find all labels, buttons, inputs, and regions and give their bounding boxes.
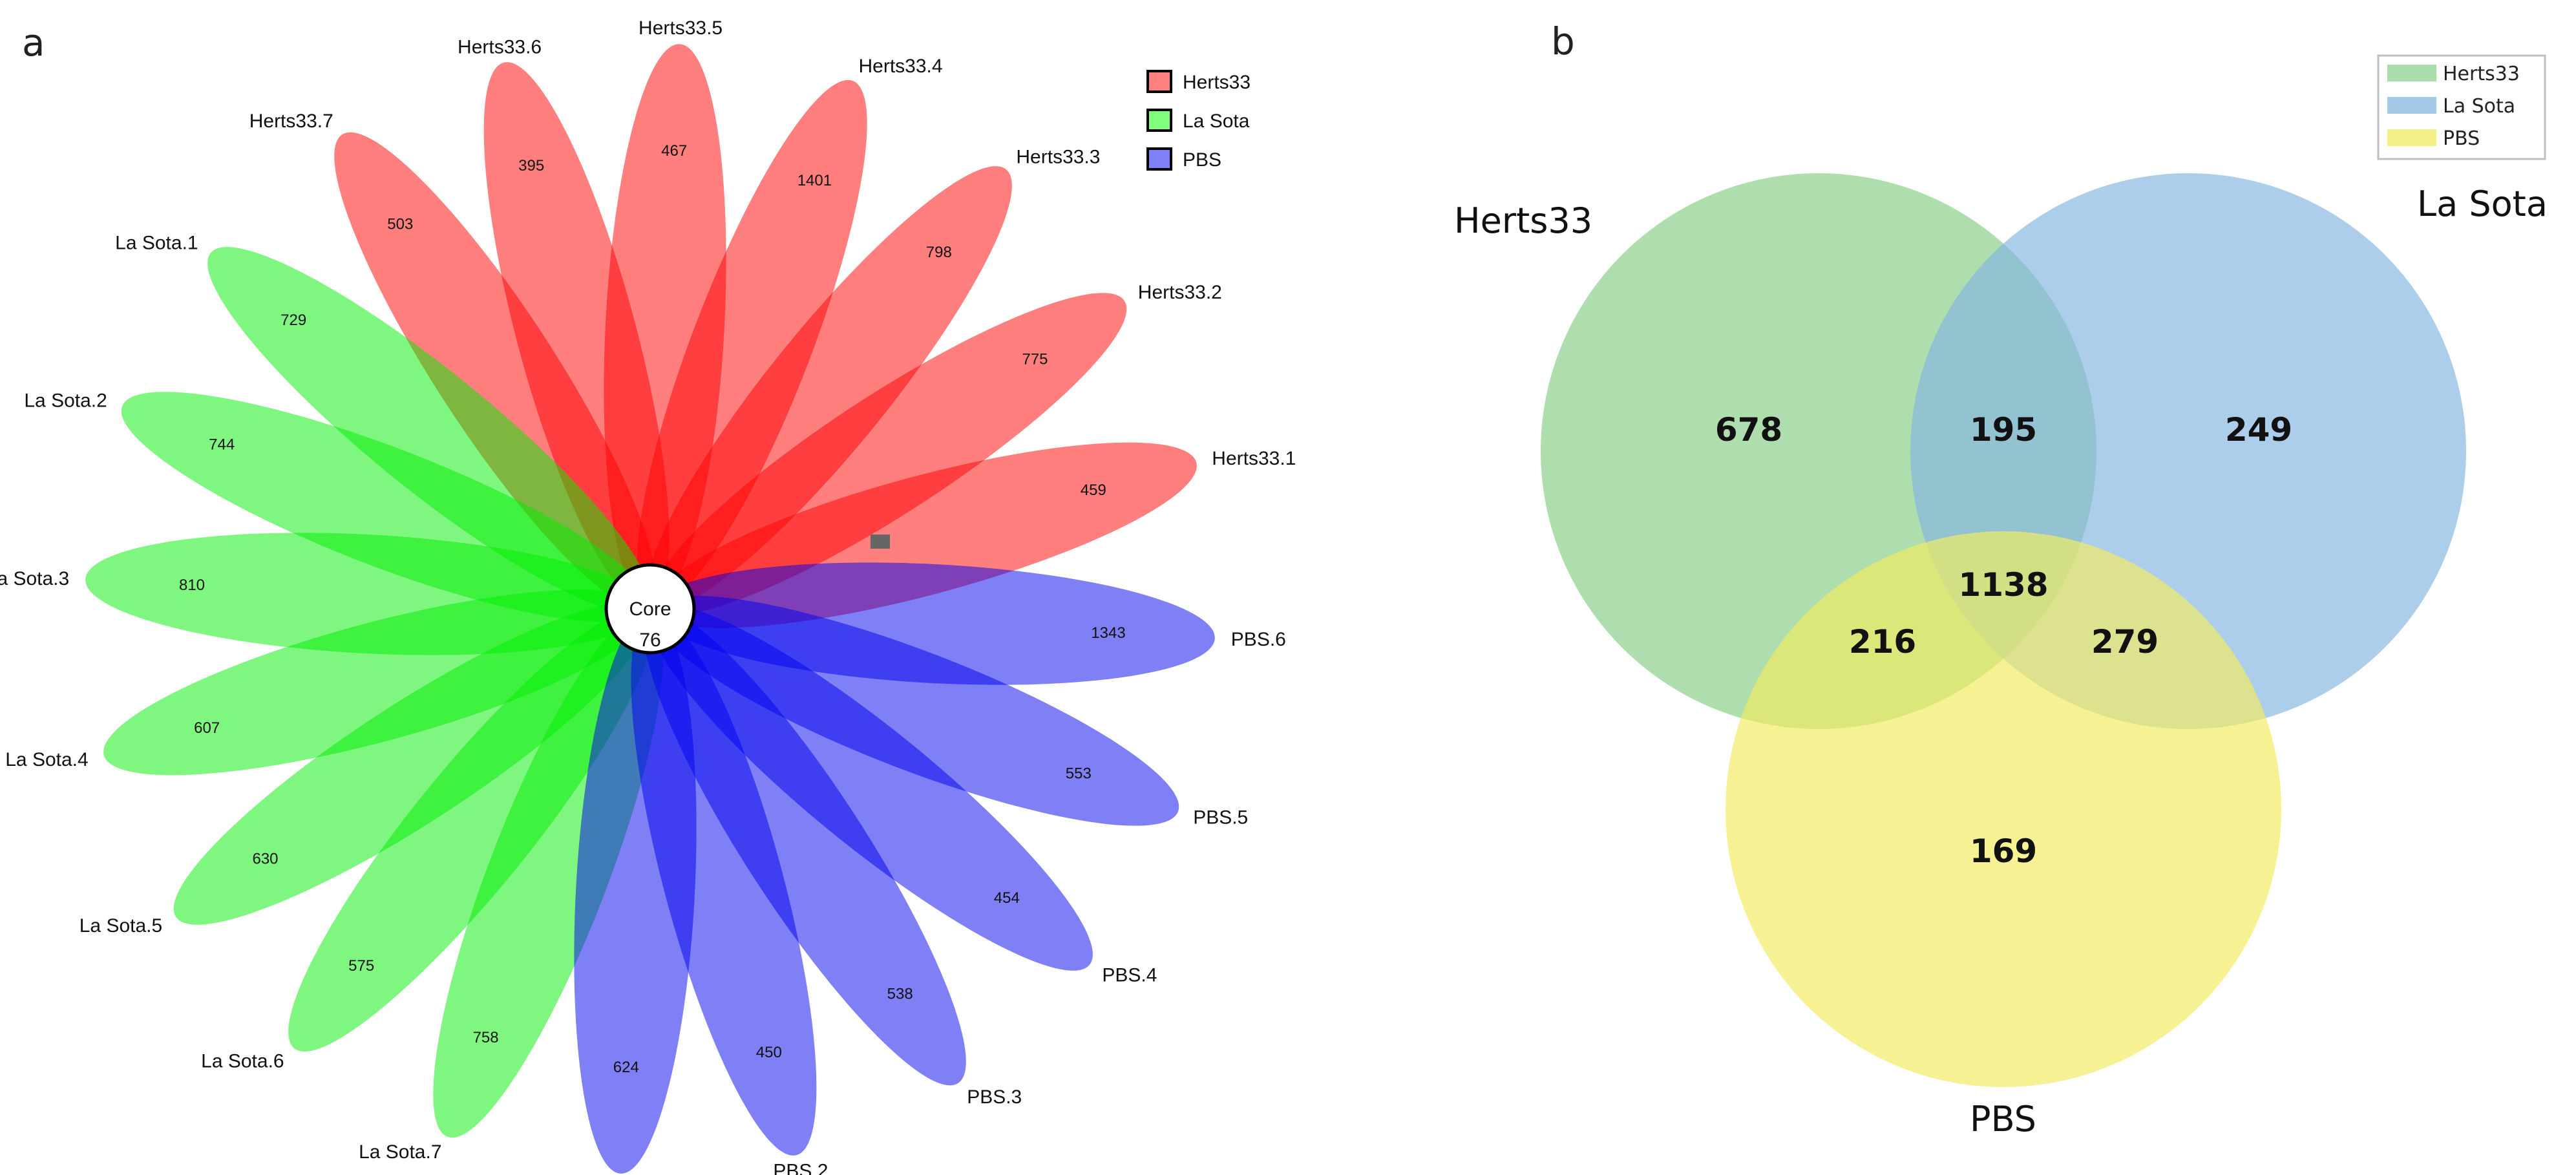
petal-value-herts33-1: 459 [1081, 482, 1106, 499]
petal-value-la-sota-4: 607 [194, 719, 220, 737]
petal-name-la-sota-7: La Sota.7 [359, 1141, 441, 1163]
venn-diagram: Herts33 La Sota PBS 678 195 249 1138 216… [1454, 173, 2548, 1139]
petal-name-herts33-4: Herts33.4 [859, 56, 943, 77]
petal-value-herts33-7: 503 [387, 216, 413, 233]
petal-value-la-sota-1: 729 [280, 312, 306, 329]
venn-legend-swatch-lasota [2387, 97, 2436, 114]
set-label-herts33: Herts33 [1454, 200, 1592, 241]
petal-value-herts33-6: 395 [518, 157, 544, 175]
petal-name-pbs-3: PBS.3 [967, 1086, 1022, 1108]
region-herts33-pbs: 216 [1849, 623, 1916, 661]
venn-legend-label-pbs: PBS [2443, 127, 2480, 150]
legend-swatch-pbs [1146, 147, 1172, 171]
panel-a-label: a [22, 21, 45, 65]
panel-b-label: b [1551, 19, 1575, 63]
petal-name-herts33-5: Herts33.5 [639, 17, 723, 39]
petal-labels: 459 Herts33.1 775 Herts33.2 798 Herts33.3 1401… [0, 17, 1296, 1175]
venn-legend-label-herts33: Herts33 [2443, 63, 2520, 85]
petal-value-la-sota-7: 758 [473, 1029, 499, 1046]
legend-swatch-herts33 [1146, 70, 1172, 93]
core-circle [604, 563, 696, 655]
petal-name-pbs-5: PBS.5 [1193, 807, 1248, 829]
petal-value-pbs-2: 450 [756, 1044, 782, 1061]
petal-name-herts33-7: Herts33.7 [249, 111, 333, 132]
petal-name-pbs-6: PBS.6 [1231, 629, 1286, 650]
petal-name-la-sota-3: La Sota.3 [0, 568, 69, 589]
petal-value-pbs-1: 624 [613, 1059, 639, 1076]
core-label: Core [629, 598, 671, 620]
legend-swatch-lasota [1146, 109, 1172, 132]
venn-legend: Herts33 La Sota PBS [2377, 54, 2546, 160]
petal-name-herts33-2: Herts33.2 [1138, 282, 1222, 303]
petal-name-la-sota-6: La Sota.6 [201, 1050, 284, 1072]
region-herts33-lasota: 195 [1970, 411, 2037, 449]
petal-value-herts33-2: 775 [1022, 350, 1048, 368]
flower-legend: Herts33 La Sota PBS [1146, 70, 1251, 171]
venn-circle-pbs [1726, 531, 2281, 1087]
legend-label-lasota: La Sota [1183, 111, 1250, 132]
region-all-three: 1138 [1958, 566, 2048, 604]
set-label-lasota: La Sota [2417, 184, 2548, 224]
flower-plot: 459 Herts33.1 775 Herts33.2 798 Herts33.3 1401… [0, 17, 1296, 1175]
region-lasota-only: 249 [2225, 411, 2292, 449]
petal-value-herts33-4: 1401 [797, 172, 832, 189]
petal-value-pbs-4: 454 [994, 889, 1020, 907]
petal-pbs-6 [653, 562, 1215, 685]
venn-legend-swatch-herts33 [2387, 65, 2436, 81]
venn-legend-label-lasota: La Sota [2443, 95, 2515, 118]
set-label-pbs: PBS [1970, 1099, 2036, 1139]
petal-value-la-sota-2: 744 [209, 436, 235, 454]
petal-value-la-sota-3: 810 [179, 577, 205, 594]
petal-pbs-2 [631, 611, 817, 1156]
petal-value-pbs-5: 553 [1066, 765, 1092, 782]
petal-name-pbs-2: PBS.2 [773, 1160, 828, 1175]
small-marker [871, 535, 890, 549]
region-herts33-only: 678 [1715, 411, 1782, 449]
petal-name-la-sota-2: La Sota.2 [24, 390, 107, 412]
petal-name-la-sota-1: La Sota.1 [115, 233, 198, 254]
legend-label-herts33: Herts33 [1183, 72, 1251, 93]
petal-value-herts33-3: 798 [926, 244, 952, 261]
region-lasota-pbs: 279 [2091, 623, 2159, 661]
petal-name-la-sota-4: La Sota.4 [5, 749, 88, 770]
core-value: 76 [639, 630, 660, 651]
petal-name-herts33-3: Herts33.3 [1016, 147, 1100, 168]
venn-legend-swatch-pbs [2387, 129, 2436, 146]
petal-value-pbs-3: 538 [887, 986, 913, 1003]
petal-value-pbs-6: 1343 [1091, 624, 1125, 642]
petal-value-la-sota-6: 575 [348, 957, 374, 975]
petal-name-herts33-1: Herts33.1 [1212, 448, 1296, 469]
legend-label-pbs: PBS [1183, 149, 1221, 171]
petal-value-herts33-5: 467 [661, 142, 687, 160]
region-pbs-only: 169 [1970, 832, 2037, 870]
petal-name-herts33-6: Herts33.6 [458, 37, 542, 58]
petal-value-la-sota-5: 630 [252, 851, 278, 868]
petal-name-la-sota-5: La Sota.5 [79, 915, 162, 937]
petal-herts33-6 [483, 62, 670, 606]
petal-la-sota-4 [103, 589, 648, 776]
petal-name-pbs-4: PBS.4 [1102, 964, 1157, 986]
petal-shapes [85, 44, 1215, 1174]
